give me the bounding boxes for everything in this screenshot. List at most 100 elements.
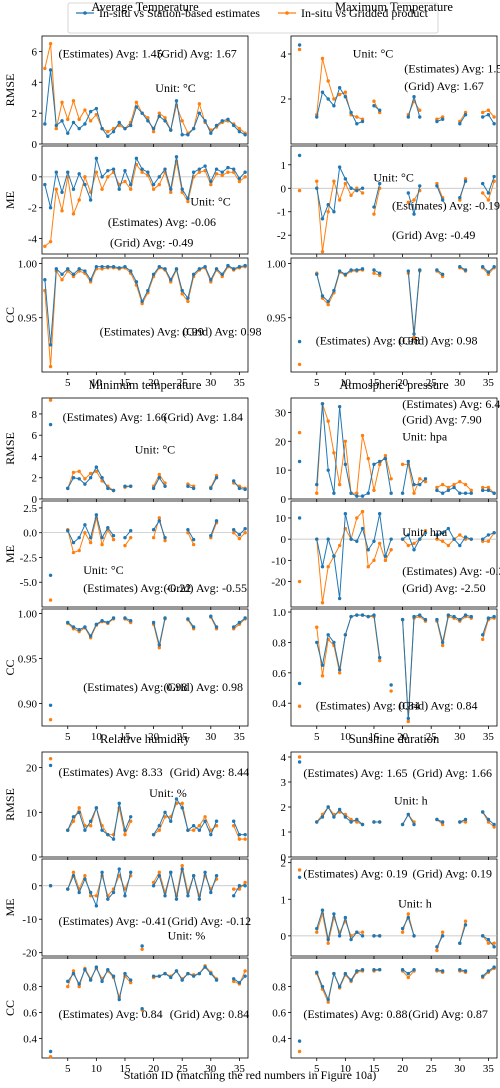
data-point <box>48 206 53 210</box>
data-point <box>66 984 70 989</box>
series-segment <box>413 478 421 494</box>
series-segment <box>198 816 206 826</box>
annotation: (Estimates) Avg: 0.99 <box>100 325 204 339</box>
y-tick-label: 10 <box>275 513 287 525</box>
data-point <box>377 967 382 972</box>
data-point <box>326 299 330 304</box>
data-point <box>146 288 150 293</box>
series-segment <box>367 464 375 494</box>
data-point <box>458 479 462 484</box>
data-point <box>66 170 70 174</box>
data-point <box>186 894 190 898</box>
data-point <box>480 974 485 978</box>
data-point <box>237 176 242 181</box>
series-segment <box>170 161 177 193</box>
series-segment <box>164 268 172 280</box>
x-tick-label: 35 <box>234 377 246 389</box>
data-point <box>71 625 76 629</box>
legend-marker-estimates <box>83 11 87 15</box>
data-point <box>377 658 382 663</box>
series-segment <box>101 477 109 489</box>
data-point <box>243 837 247 841</box>
series-segment <box>84 532 92 543</box>
data-point <box>231 979 236 984</box>
data-point <box>326 941 330 945</box>
series-segment <box>130 102 137 123</box>
panel-frame <box>41 957 249 1059</box>
series-segment <box>373 513 381 542</box>
data-point <box>440 531 445 535</box>
x-tick-label: 35 <box>483 731 495 743</box>
data-point <box>43 122 47 126</box>
data-point <box>480 110 485 115</box>
data-point <box>66 529 70 533</box>
series-segment <box>210 821 217 835</box>
series-segment <box>158 816 166 831</box>
data-point <box>480 191 485 195</box>
data-point <box>480 637 485 642</box>
series-segment <box>333 452 341 485</box>
data-point <box>77 198 81 202</box>
panel-rmse: 0 1 2 3 4 (Estimates) Avg: 1.65 (Grid) Avg: 1.… <box>281 751 498 864</box>
data-point <box>463 482 468 487</box>
panel-frame <box>290 397 498 500</box>
data-point <box>100 870 104 875</box>
data-point <box>231 824 236 828</box>
series-segment <box>316 188 323 219</box>
data-point <box>486 485 491 490</box>
data-point <box>231 267 236 271</box>
data-point <box>237 837 242 841</box>
series-segment <box>113 122 120 132</box>
data-point <box>337 198 342 202</box>
series-segment <box>321 634 329 666</box>
series-segment <box>95 966 103 982</box>
data-point <box>372 558 376 563</box>
data-point <box>71 815 76 819</box>
series-segment <box>333 545 341 557</box>
data-point <box>406 269 411 273</box>
series-segment <box>95 872 103 906</box>
series-segment <box>327 539 335 557</box>
series-segment <box>233 821 240 835</box>
data-point <box>117 187 121 191</box>
series-segment <box>339 406 346 465</box>
data-point <box>423 617 428 622</box>
x-tick-label: 5 <box>65 1063 71 1075</box>
data-point <box>440 822 445 827</box>
data-point <box>151 884 156 888</box>
data-point <box>435 537 439 541</box>
data-point <box>77 548 81 553</box>
data-point <box>214 123 219 128</box>
data-point <box>332 491 336 495</box>
data-point <box>315 930 319 934</box>
series-estimates <box>48 867 247 948</box>
data-point <box>297 1049 302 1054</box>
data-point <box>94 106 99 111</box>
data-point <box>418 184 422 188</box>
data-point <box>237 884 242 888</box>
data-point <box>440 643 445 648</box>
data-point <box>418 537 422 541</box>
data-point <box>123 484 127 488</box>
y-tick-label: 1.00 <box>18 609 38 621</box>
data-point <box>297 362 302 367</box>
series-segment <box>164 120 172 131</box>
y-tick-label: 10 <box>26 807 38 819</box>
x-tick-label: 15 <box>119 377 131 389</box>
data-point <box>400 462 405 467</box>
y-tick-label: 2 <box>281 858 287 870</box>
series-segment <box>175 156 183 190</box>
series-segment <box>482 617 489 635</box>
data-point <box>203 164 207 168</box>
annotation: (Grid) Avg: -0.55 <box>164 581 247 595</box>
data-point <box>486 270 491 274</box>
data-point <box>360 433 365 438</box>
data-point <box>123 894 127 898</box>
x-tick-label: 10 <box>91 1063 103 1075</box>
data-point <box>360 509 365 514</box>
data-point <box>94 170 99 174</box>
data-point <box>320 663 325 667</box>
data-point <box>83 269 87 273</box>
series-segment <box>95 466 103 478</box>
data-point <box>326 997 330 1002</box>
